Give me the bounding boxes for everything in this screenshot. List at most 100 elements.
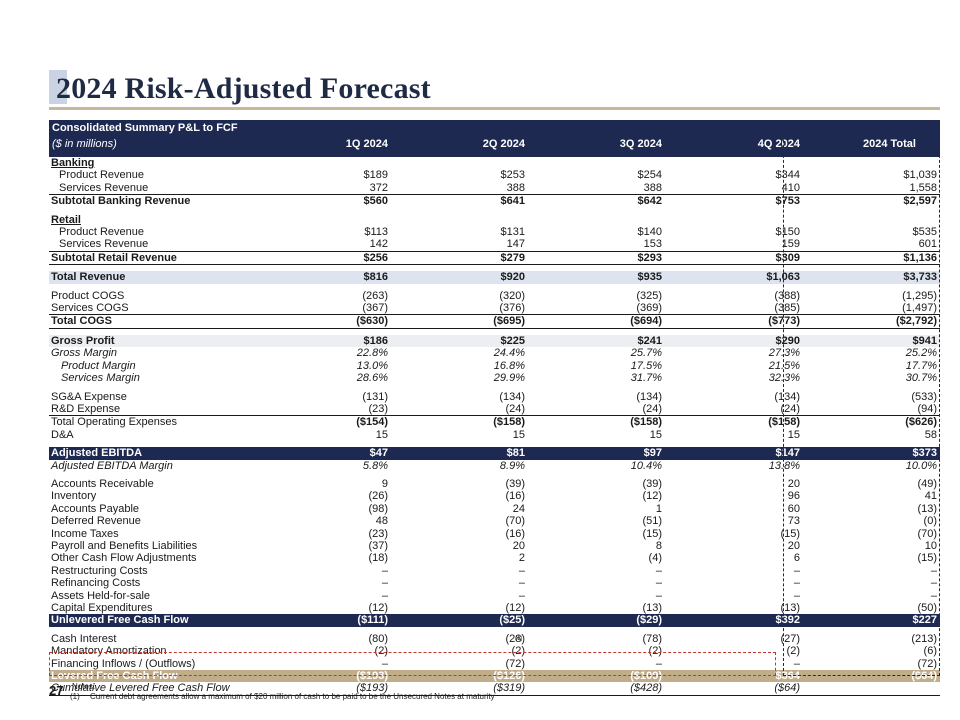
table-row: Levered Free Cash Flow ($193) ($126) ($109)… (49, 670, 940, 683)
cell-1q: – (381, 657, 388, 670)
cell-1q: $47 (369, 447, 388, 460)
col-header-1q: 1Q 2024 (345, 138, 388, 150)
table-row: Retail (49, 214, 940, 226)
table-row: Adjusted EBITDA $47 $81 $97 $147 $373 (49, 447, 940, 460)
row-label: Services COGS (51, 302, 129, 315)
cell-4q: $392 (775, 614, 800, 627)
cell-4q: $364 (775, 670, 800, 683)
table-row: Services Revenue 372 388 388 410 1,558 (49, 182, 940, 194)
table-header: Consolidated Summary P&L to FCF ($ in mi… (49, 120, 940, 157)
cell-1q: 372 (369, 181, 388, 194)
cell-4q: $290 (775, 334, 800, 347)
row-label: Cumulative Levered Free Cash Flow (51, 682, 230, 695)
cell-3q: $140 (637, 226, 662, 239)
cell-4q: ($64) (774, 682, 800, 695)
cell-total: 17.7% (905, 359, 937, 372)
cell-1q: $113 (364, 226, 388, 239)
table-row: Adjusted EBITDA Margin 5.8% 8.9% 10.4% 13.8%… (49, 460, 940, 472)
cell-total: 30.7% (905, 372, 937, 385)
cell-3q: $293 (637, 251, 662, 264)
cell-2q: ($25) (499, 614, 525, 627)
row-label: Gross Margin (51, 347, 118, 360)
cell-1q: ($193) (356, 682, 388, 695)
cell-2q: (16) (505, 490, 525, 503)
cell-1q: 142 (369, 238, 388, 251)
row-label: Adjusted EBITDA Margin (51, 459, 173, 472)
cell-2q: 2 (518, 552, 525, 565)
cell-1q: (367) (362, 302, 388, 315)
cell-total: 25.2% (905, 347, 937, 360)
cell-3q: – (655, 589, 662, 602)
row-label: Deferred Revenue (51, 515, 141, 528)
cell-4q: ($773) (768, 315, 800, 328)
cell-2q: $279 (500, 251, 525, 264)
cell-3q: 15 (649, 428, 662, 441)
table-row: Subtotal Banking Revenue $560 $641 $642 $753… (49, 194, 940, 207)
cell-2q: (2) (511, 645, 525, 658)
row-label: Gross Profit (51, 334, 115, 347)
cell-2q: ($158) (493, 416, 525, 429)
cell-total: (49) (917, 477, 937, 490)
cell-4q: 13.8% (768, 459, 800, 472)
row-label: Refinancing Costs (51, 577, 141, 590)
cell-2q: ($126) (493, 670, 525, 683)
cell-2q: 16.8% (493, 359, 525, 372)
table-row: Product Revenue $113 $131 $140 $150 $535 (49, 226, 940, 238)
cell-2q: 29.9% (493, 372, 525, 385)
cell-1q: – (381, 589, 388, 602)
cell-3q: 10.4% (630, 459, 662, 472)
table-row: Inventory (26) (16) (12) 96 41 (49, 490, 940, 502)
table-row: Cash Interest (80) (28) (78) (27) (213) (49, 633, 940, 645)
table-row: Services Margin 28.6% 29.9% 31.7% 32.3% 30.7% (49, 372, 940, 384)
cell-1q: – (381, 564, 388, 577)
note-text: Current debt agreements allow a maximum … (90, 692, 495, 701)
cell-2q: $253 (500, 169, 525, 182)
cell-total: (50) (917, 602, 937, 614)
table-row: Capital Expenditures (12) (12) (13) (13) (50) (49, 602, 940, 614)
pl-table: Consolidated Summary P&L to FCF ($ in mi… (49, 120, 940, 696)
cell-1q: (131) (362, 390, 388, 403)
table-row: Services COGS (367) (376) (369) (385) (1,497) (49, 302, 940, 314)
cell-3q: ($109) (630, 670, 662, 683)
table-row: Product COGS (263) (320) (325) (388) (1,295) (49, 290, 940, 302)
cell-total: $535 (912, 226, 937, 239)
cell-2q: (376) (499, 302, 525, 315)
table-row: Gross Margin 22.8% 24.4% 25.7% 27.3% 25.2% (49, 347, 940, 359)
cell-total: (533) (911, 390, 937, 403)
cell-1q: ($630) (356, 315, 388, 328)
cell-4q: (15) (780, 527, 800, 540)
cell-2q: ($695) (493, 315, 525, 328)
cell-4q: 20 (787, 539, 800, 552)
table-row: Banking (49, 157, 940, 169)
cell-total: 58 (924, 428, 937, 441)
row-label: SG&A Expense (51, 390, 127, 403)
table-row: Accounts Receivable 9 (39) (39) 20 (49) (49, 478, 940, 490)
cell-4q: (388) (774, 289, 800, 302)
cell-total: 41 (924, 490, 937, 503)
cell-3q: ($428) (630, 682, 662, 695)
cell-4q: 410 (781, 181, 800, 194)
cell-4q: (13) (780, 602, 800, 614)
cell-total: (1,295) (902, 289, 937, 302)
cell-3q: (24) (642, 402, 662, 415)
cell-2q: – (518, 589, 525, 602)
cell-4q: 6 (793, 552, 800, 565)
cell-total: $1,136 (903, 251, 937, 264)
row-label: Assets Held-for-sale (51, 589, 151, 602)
cell-4q: 21.5% (768, 359, 800, 372)
table-row: Restructuring Costs – – – – – (49, 565, 940, 577)
cell-3q: $254 (637, 169, 662, 182)
table-row: Cumulative Levered Free Cash Flow ($193) (… (49, 682, 940, 696)
cell-1q: (37) (368, 539, 388, 552)
row-label: Product Margin (61, 359, 136, 372)
table-row: Unlevered Free Cash Flow ($111) ($25) ($29)… (49, 614, 940, 627)
cell-total: 10 (924, 539, 937, 552)
cell-3q: (369) (636, 302, 662, 315)
row-label: Banking (51, 157, 95, 169)
cell-3q: (134) (636, 390, 662, 403)
row-label: Other Cash Flow Adjustments (51, 552, 197, 565)
row-label: Product COGS (51, 289, 125, 302)
row-label: Levered Free Cash Flow (51, 670, 178, 683)
cell-total: $1,039 (903, 169, 937, 182)
col-header-3q: 3Q 2024 (619, 138, 662, 150)
